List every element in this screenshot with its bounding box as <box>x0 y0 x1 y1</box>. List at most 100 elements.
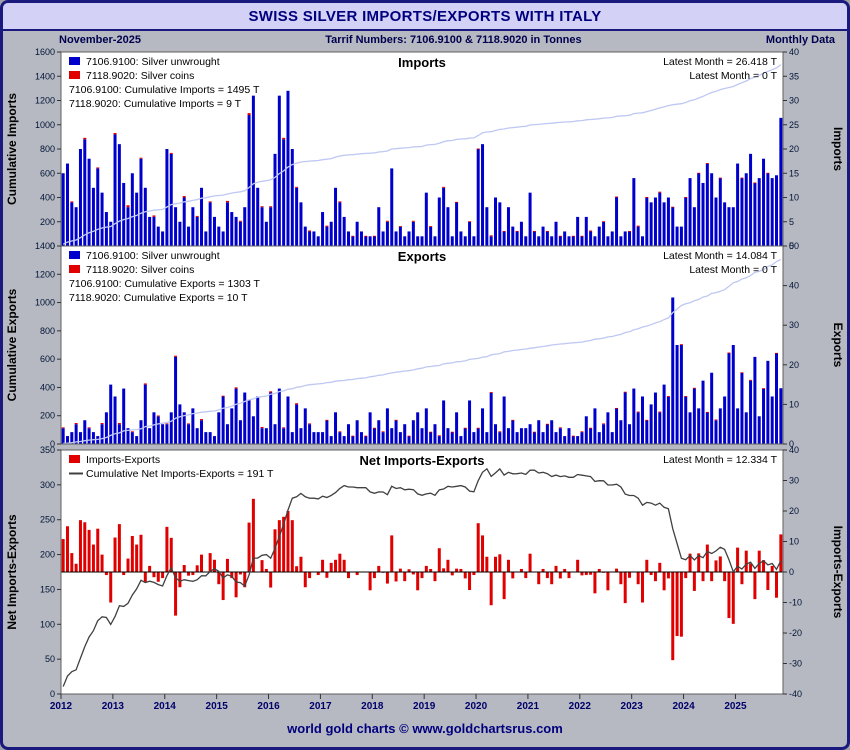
svg-text:0: 0 <box>789 567 794 577</box>
svg-text:600: 600 <box>40 168 55 178</box>
svg-text:Imports-Exports: Imports-Exports <box>86 454 160 466</box>
svg-text:Latest Month = 26.418 T: Latest Month = 26.418 T <box>663 56 778 68</box>
svg-text:2013: 2013 <box>102 701 125 712</box>
exports-panel: 020040060080010001200140001020304050Cumu… <box>5 241 845 449</box>
svg-text:50: 50 <box>789 241 799 251</box>
svg-text:25: 25 <box>789 120 799 130</box>
svg-text:1000: 1000 <box>35 298 55 308</box>
net-bars <box>61 498 783 661</box>
svg-text:7118.9020: Silver coins: 7118.9020: Silver coins <box>86 70 194 82</box>
svg-text:400: 400 <box>40 382 55 392</box>
svg-text:0: 0 <box>50 241 55 251</box>
svg-text:-10: -10 <box>789 598 802 608</box>
imports-panel: 0 200 400 600 800 1000 1200 1400 1600 0 5 10 15 20 25 3… <box>5 48 845 251</box>
svg-text:7118.9020: Cumulative Exports: 7118.9020: Cumulative Exports = 10 T <box>69 292 248 304</box>
svg-text:1000: 1000 <box>35 120 55 130</box>
svg-text:0: 0 <box>50 689 55 699</box>
svg-text:2018: 2018 <box>361 701 384 712</box>
svg-text:1200: 1200 <box>35 269 55 279</box>
svg-text:Cumulative Imports: Cumulative Imports <box>5 93 19 205</box>
svg-text:Exports: Exports <box>398 249 446 264</box>
svg-text:30: 30 <box>789 476 799 486</box>
svg-text:300: 300 <box>40 480 55 490</box>
svg-text:7118.9020: Cumulative Imports: 7118.9020: Cumulative Imports = 9 T <box>69 98 242 110</box>
svg-text:200: 200 <box>40 411 55 421</box>
svg-text:Cumulative Exports: Cumulative Exports <box>5 288 19 401</box>
footer-credit: world gold charts © www.goldchartsrus.co… <box>287 721 563 736</box>
svg-text:-40: -40 <box>789 689 802 699</box>
svg-text:2015: 2015 <box>206 701 229 712</box>
svg-text:2020: 2020 <box>465 701 488 712</box>
svg-text:40: 40 <box>789 281 799 291</box>
svg-text:15: 15 <box>789 168 799 178</box>
imports-bars <box>61 90 783 247</box>
svg-text:Exports: Exports <box>831 323 845 368</box>
svg-text:20: 20 <box>789 506 799 516</box>
svg-text:2019: 2019 <box>413 701 436 712</box>
svg-text:1200: 1200 <box>35 96 55 106</box>
svg-text:Net Imports-Exports: Net Imports-Exports <box>5 514 19 630</box>
svg-text:-20: -20 <box>789 628 802 638</box>
svg-text:2025: 2025 <box>724 701 747 712</box>
svg-text:10: 10 <box>789 537 799 547</box>
svg-text:40: 40 <box>789 445 799 455</box>
svg-text:Cumulative Net Imports-Exports: Cumulative Net Imports-Exports = 191 T <box>86 468 274 480</box>
svg-text:150: 150 <box>40 584 55 594</box>
net-cumulative-line <box>62 467 782 687</box>
svg-text:Latest Month = 14.084 T: Latest Month = 14.084 T <box>663 250 778 262</box>
exports-bars <box>61 297 783 444</box>
svg-text:10: 10 <box>789 399 799 409</box>
svg-text:800: 800 <box>40 144 55 154</box>
svg-text:Imports: Imports <box>398 55 446 70</box>
imports-cumulative-line <box>62 64 782 245</box>
svg-text:400: 400 <box>40 193 55 203</box>
svg-text:600: 600 <box>40 354 55 364</box>
svg-text:200: 200 <box>40 550 55 560</box>
svg-text:Net Imports-Exports: Net Imports-Exports <box>360 453 485 468</box>
svg-text:1400: 1400 <box>35 241 55 251</box>
svg-text:2012: 2012 <box>50 701 73 712</box>
svg-text:20: 20 <box>789 144 799 154</box>
svg-text:5: 5 <box>789 217 794 227</box>
svg-text:0: 0 <box>789 439 794 449</box>
svg-text:7106.9100: Cumulative Exports: 7106.9100: Cumulative Exports = 1303 T <box>69 278 261 290</box>
svg-text:20: 20 <box>789 360 799 370</box>
svg-text:2024: 2024 <box>672 701 695 712</box>
svg-text:30: 30 <box>789 96 799 106</box>
charts-canvas: 0200400600800100012001400160005101520253… <box>5 48 845 712</box>
svg-text:Imports: Imports <box>831 127 845 171</box>
svg-text:2021: 2021 <box>517 701 540 712</box>
svg-text:30: 30 <box>789 320 799 330</box>
svg-text:2022: 2022 <box>569 701 592 712</box>
svg-text:Latest Month = 0 T: Latest Month = 0 T <box>689 264 777 276</box>
page-title: SWISS SILVER IMPORTS/EXPORTS WITH ITALY <box>3 3 847 31</box>
date-label: November-2025 <box>59 33 141 46</box>
svg-text:Imports-Exports: Imports-Exports <box>831 526 845 619</box>
svg-text:1600: 1600 <box>35 48 55 57</box>
svg-text:40: 40 <box>789 48 799 57</box>
svg-text:100: 100 <box>40 619 55 629</box>
exports-cumulative-line <box>63 258 782 445</box>
svg-text:2016: 2016 <box>257 701 280 712</box>
svg-text:250: 250 <box>40 515 55 525</box>
svg-text:-30: -30 <box>789 659 802 669</box>
net-panel: 0 50 100 150 200 250 300 350 -40 -30 -20 -10 0 10 20 30… <box>5 445 845 699</box>
svg-text:7118.9020: Silver coins: 7118.9020: Silver coins <box>86 264 194 276</box>
svg-text:Latest Month = 12.334 T: Latest Month = 12.334 T <box>663 454 778 466</box>
svg-text:0: 0 <box>50 439 55 449</box>
x-axis: 2012 2013 2014 2015 2016 2017 2018 2019 2020 2021… <box>50 694 747 712</box>
svg-text:350: 350 <box>40 445 55 455</box>
svg-text:0: 0 <box>789 241 794 251</box>
svg-text:2014: 2014 <box>154 701 177 712</box>
svg-text:7106.9100: Silver unwrought: 7106.9100: Silver unwrought <box>86 56 220 68</box>
svg-text:2017: 2017 <box>309 701 332 712</box>
svg-text:200: 200 <box>40 217 55 227</box>
svg-text:50: 50 <box>45 654 55 664</box>
subheader: November-2025 Tarrif Numbers: 7106.9100 … <box>3 31 847 48</box>
tariff-numbers-label: Tarrif Numbers: 7106.9100 & 7118.9020 in… <box>325 33 582 46</box>
frequency-label: Monthly Data <box>765 33 835 46</box>
svg-text:800: 800 <box>40 326 55 336</box>
svg-text:2023: 2023 <box>621 701 644 712</box>
svg-text:35: 35 <box>789 71 799 81</box>
svg-text:1400: 1400 <box>35 71 55 81</box>
